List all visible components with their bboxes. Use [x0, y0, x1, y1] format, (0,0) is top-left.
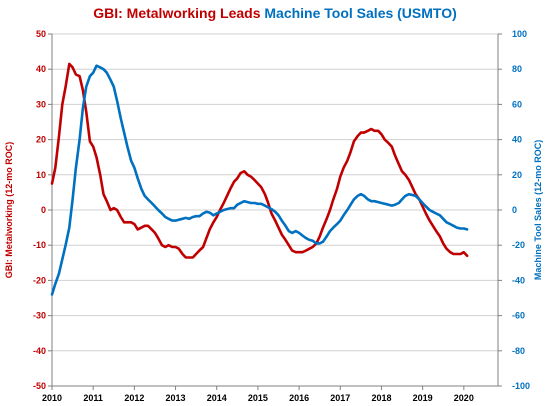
x-axis-ticks: 2010 2011 2012 2013 2014 2015 2016 2017 2018 2019…: [42, 386, 474, 403]
left-tick-label: -20: [33, 275, 46, 285]
x-tick-label: 2018: [371, 393, 391, 403]
x-tick-label: 2014: [207, 393, 227, 403]
chart-title: GBI: Metalworking Leads Machine Tool Sal…: [93, 5, 457, 21]
left-tick-label: 30: [36, 99, 46, 109]
title-part-0: GBI: Metalworking: [93, 5, 216, 21]
left-tick-label: 20: [36, 135, 46, 145]
right-tick-label: 80: [512, 64, 522, 74]
title-part-1: Leads: [216, 5, 264, 21]
x-tick-label: 2012: [124, 393, 144, 403]
left-y-axis-label: GBI: Metalworking (12-mo ROC): [4, 142, 14, 279]
right-tick-label: -20: [512, 240, 525, 250]
x-tick-label: 2011: [83, 393, 103, 403]
right-tick-label: 100: [512, 29, 527, 39]
x-tick-label: 2019: [413, 393, 433, 403]
left-y-axis-ticks: -50 -40 -30 -20 -10 0 10 20 30 40 50: [33, 29, 52, 391]
left-tick-label: -10: [33, 240, 46, 250]
gridlines: [52, 33, 498, 387]
left-tick-label: 10: [36, 170, 46, 180]
right-tick-label: 20: [512, 170, 522, 180]
right-tick-label: 0: [512, 205, 517, 215]
series-lines: [50, 62, 469, 296]
x-tick-label: 2010: [42, 393, 62, 403]
right-y-axis-label: Machine Tool Sales (12-mo ROC): [533, 140, 543, 280]
left-tick-label: 50: [36, 29, 46, 39]
metalworking-series-line: [50, 62, 469, 259]
x-tick-label: 2017: [330, 393, 350, 403]
right-tick-label: -100: [512, 381, 530, 391]
right-tick-label: -80: [512, 346, 525, 356]
left-tick-label: 0: [41, 205, 46, 215]
right-tick-label: 40: [512, 135, 522, 145]
x-tick-label: 2020: [454, 393, 474, 403]
x-tick-label: 2015: [248, 393, 268, 403]
title-part-2: Machine Tool Sales (USMTO): [264, 5, 456, 21]
right-tick-label: -60: [512, 311, 525, 321]
left-tick-label: 40: [36, 64, 46, 74]
right-tick-label: -40: [512, 275, 525, 285]
right-y-axis-ticks: -100 -80 -60 -40 -20 0 20 40 60 80 100: [498, 29, 530, 391]
right-tick-label: 60: [512, 99, 522, 109]
left-tick-label: -40: [33, 346, 46, 356]
x-tick-label: 2016: [289, 393, 309, 403]
x-tick-label: 2013: [166, 393, 186, 403]
left-tick-label: -50: [33, 381, 46, 391]
machine-tool-series-line: [50, 64, 469, 296]
left-tick-label: -30: [33, 311, 46, 321]
